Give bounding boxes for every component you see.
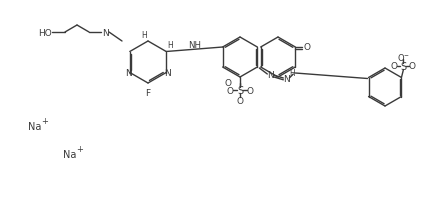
Text: O: O <box>227 86 234 95</box>
Text: O: O <box>224 78 231 87</box>
Text: F: F <box>146 88 150 97</box>
Text: N: N <box>125 69 132 78</box>
Text: H: H <box>141 30 147 39</box>
Text: N: N <box>164 69 170 78</box>
Text: O: O <box>409 62 416 71</box>
Text: H: H <box>167 41 173 50</box>
Text: HO: HO <box>38 28 52 37</box>
Text: N: N <box>267 71 274 80</box>
Text: H: H <box>289 68 295 77</box>
Text: O: O <box>236 96 243 105</box>
Text: O: O <box>247 86 254 95</box>
Text: NH: NH <box>188 41 201 49</box>
Text: O: O <box>304 43 311 52</box>
Text: S: S <box>400 61 407 71</box>
Text: S: S <box>237 86 243 96</box>
Text: +: + <box>76 145 83 154</box>
Text: N: N <box>283 74 290 83</box>
Text: Na: Na <box>63 149 77 159</box>
Text: O: O <box>391 62 398 71</box>
Text: N: N <box>101 28 109 37</box>
Text: O$^{-}$: O$^{-}$ <box>397 52 410 63</box>
Text: +: + <box>41 117 48 126</box>
Text: Na: Na <box>28 121 41 131</box>
